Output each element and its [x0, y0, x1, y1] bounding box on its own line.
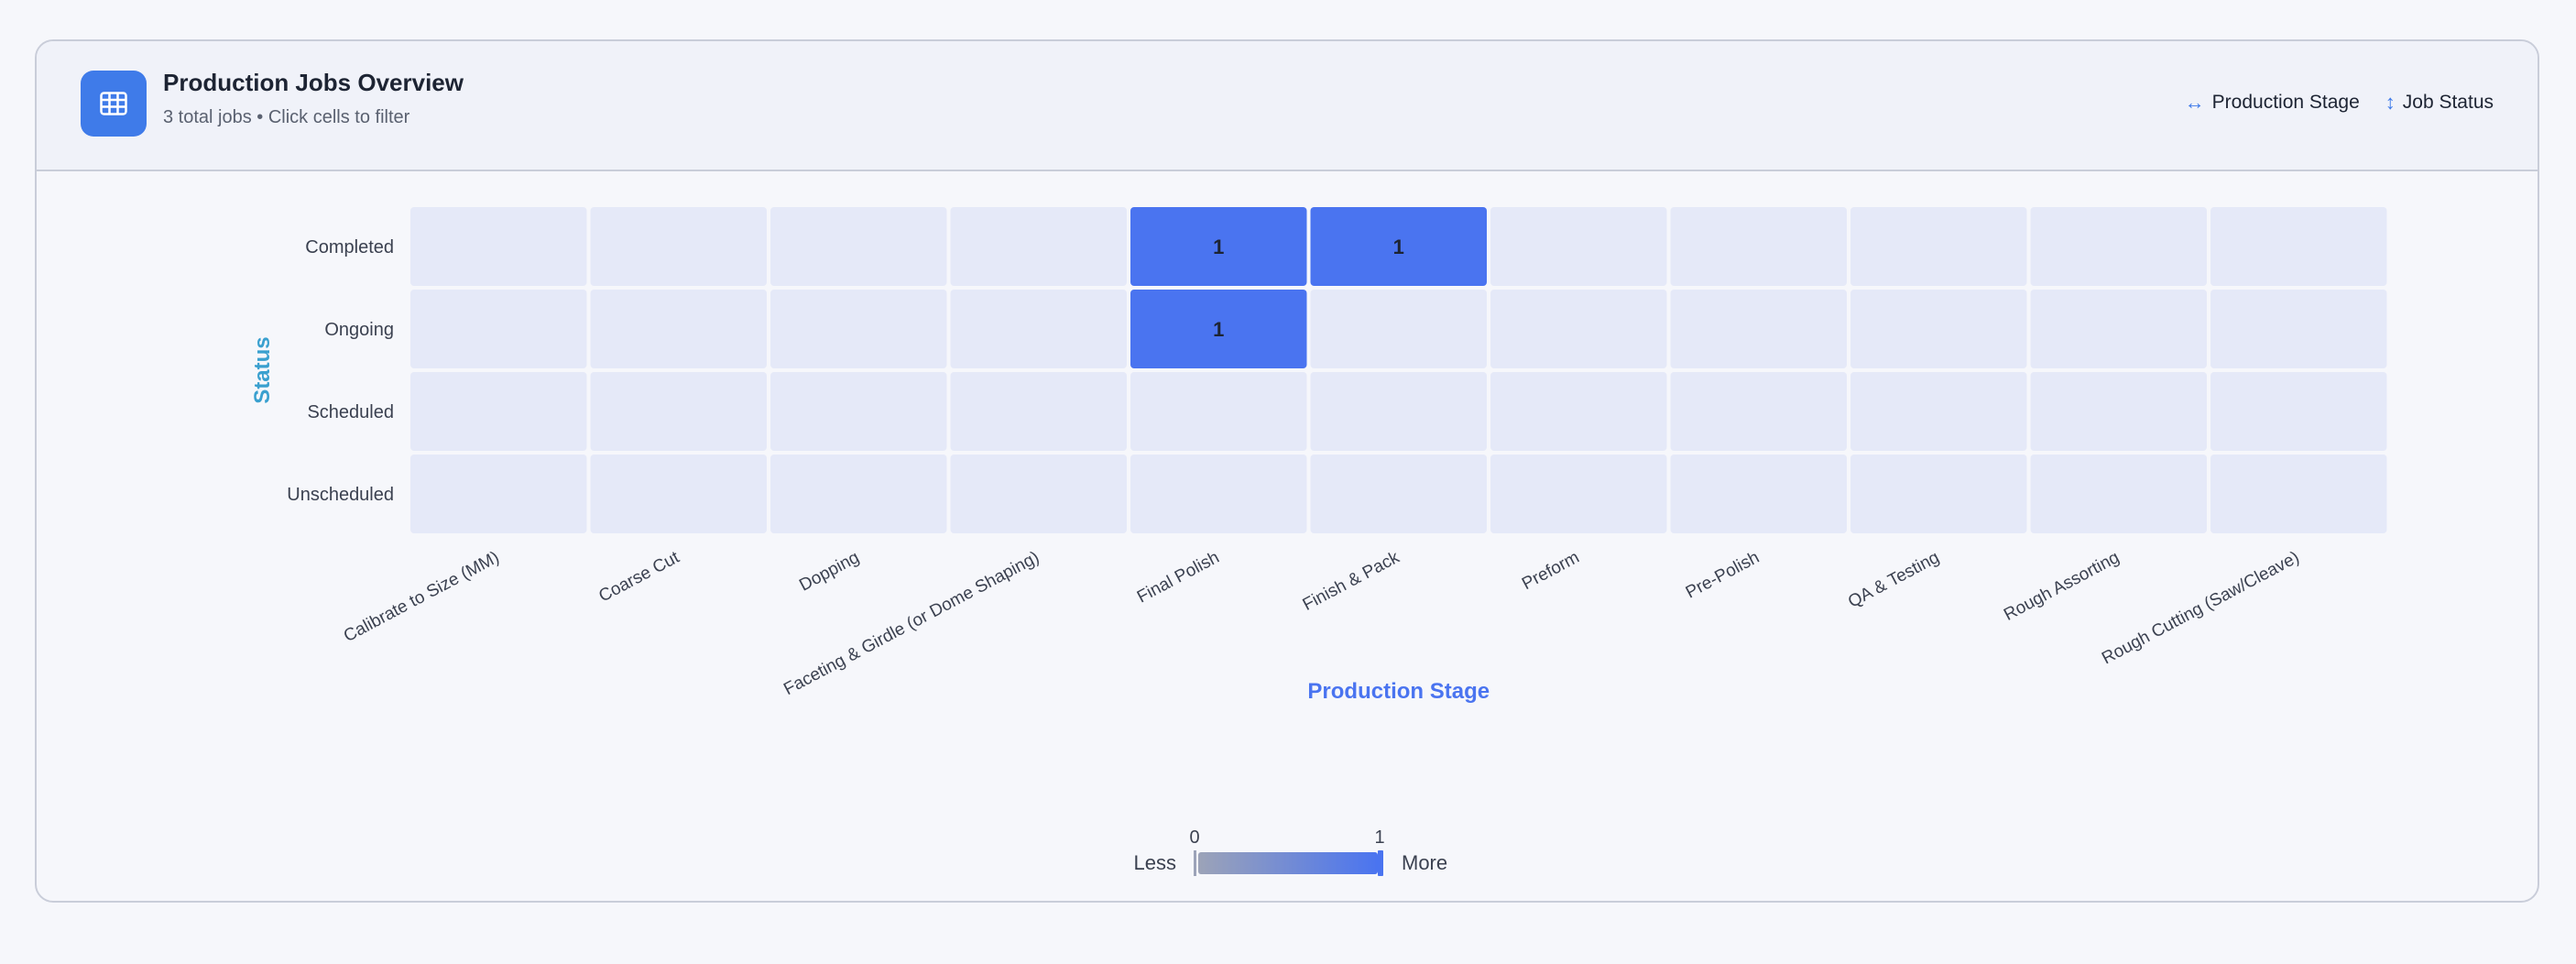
x-tick-label: QA & Testing [1845, 548, 1943, 612]
heatmap-cell[interactable] [1670, 372, 1848, 451]
heatmap-cell[interactable] [2210, 290, 2387, 368]
color-scale-min-label: 0 [1189, 827, 1199, 848]
heatmap-cell[interactable] [590, 207, 768, 286]
heatmap-cell[interactable] [590, 455, 768, 533]
heatmap-cell[interactable] [410, 290, 587, 368]
heatmap-cell[interactable] [590, 372, 768, 451]
heatmap-cell[interactable] [2030, 290, 2208, 368]
cell-value-label: 1 [1213, 318, 1224, 341]
heatmap-cell[interactable] [1310, 290, 1488, 368]
cell-value-label: 1 [1213, 236, 1224, 258]
color-scale-min-marker [1194, 850, 1196, 876]
color-scale-max-label: 1 [1374, 827, 1384, 848]
heatmap-cell[interactable] [950, 455, 1128, 533]
heatmap-cell[interactable] [1850, 290, 2027, 368]
y-axis-title: Status [250, 336, 275, 403]
color-scale-bar [1198, 852, 1378, 874]
heatmap-cell[interactable] [1490, 455, 1667, 533]
heatmap-cell[interactable] [1670, 455, 1848, 533]
y-tick-label: Unscheduled [287, 485, 394, 505]
heatmap-cell[interactable] [1850, 455, 2027, 533]
heatmap-cell[interactable] [770, 455, 947, 533]
heatmap-cell[interactable] [1670, 207, 1848, 286]
page-title: Production Jobs Overview [163, 69, 464, 96]
x-tick-label: Rough Cutting (Saw/Cleave) [2099, 548, 2302, 669]
horizontal-arrows-icon: ↔ [2184, 91, 2205, 114]
heatmap-cell[interactable] [1850, 372, 2027, 451]
heatmap-cell[interactable] [1130, 455, 1307, 533]
vertical-arrows-icon: ↕ [2385, 91, 2396, 114]
y-tick-label: Completed [305, 237, 394, 257]
heatmap-cell[interactable] [2030, 207, 2208, 286]
heatmap-cell[interactable] [1130, 372, 1307, 451]
heatmap-cell[interactable] [410, 455, 587, 533]
heatmap-cell[interactable] [950, 290, 1128, 368]
heatmap-cell[interactable] [770, 290, 947, 368]
heatmap-cell[interactable] [2030, 455, 2208, 533]
x-axis-legend-item: ↔ Production Stage [2185, 91, 2360, 115]
color-scale-max-marker [1378, 850, 1383, 876]
heatmap-cell[interactable] [770, 372, 947, 451]
heatmap-cell[interactable] [1310, 455, 1488, 533]
axis-legend: ↔ Production Stage ↕ Job Status [2185, 91, 2494, 115]
heatmap-cell[interactable] [1490, 372, 1667, 451]
x-tick-label: Rough Assorting [2001, 548, 2123, 625]
y-axis-legend-item: ↕ Job Status [2385, 91, 2494, 115]
y-tick-label: Scheduled [307, 402, 394, 422]
heatmap-cell[interactable] [1130, 207, 1307, 286]
heatmap-cell[interactable] [1310, 207, 1488, 286]
color-scale-high-text: More [1402, 851, 1447, 874]
heatmap-cell[interactable] [950, 207, 1128, 286]
heatmap-cell[interactable] [410, 207, 587, 286]
x-tick-label: Pre-Polish [1683, 548, 1763, 603]
heatmap-cell[interactable] [2030, 372, 2208, 451]
page-subtitle: 3 total jobs • Click cells to filter [163, 107, 410, 127]
heatmap-cell[interactable] [950, 372, 1128, 451]
heatmap-cell[interactable] [590, 290, 768, 368]
y-tick-label: Ongoing [324, 320, 394, 340]
x-tick-label: Coarse Cut [595, 548, 682, 607]
heatmap-cell[interactable] [1670, 290, 1848, 368]
heatmap-cell[interactable] [1490, 290, 1667, 368]
heatmap-cell[interactable] [1490, 207, 1667, 286]
cell-value-label: 1 [1393, 236, 1404, 258]
heatmap-cell[interactable] [1130, 290, 1307, 368]
x-tick-label: Calibrate to Size (MM) [341, 548, 503, 646]
heatmap-cell[interactable] [2210, 455, 2387, 533]
x-axis-legend-label: Production Stage [2211, 92, 2360, 113]
x-tick-label: Finish & Pack [1300, 548, 1403, 615]
x-axis-title: Production Stage [1307, 679, 1490, 704]
heatmap-cell[interactable] [1850, 207, 2027, 286]
heatmap-cell[interactable] [1310, 372, 1488, 451]
color-scale-low-text: Less [1134, 851, 1176, 874]
x-tick-label: Preform [1519, 548, 1583, 594]
table-grid-icon [81, 71, 147, 137]
y-axis-legend-label: Job Status [2402, 92, 2494, 113]
heatmap-cell[interactable] [410, 372, 587, 451]
x-tick-label: Final Polish [1134, 548, 1223, 608]
card-header: Production Jobs Overview 3 total jobs • … [37, 41, 2538, 171]
x-tick-label: Dopping [796, 548, 862, 596]
heatmap-cell[interactable] [2210, 207, 2387, 286]
heatmap-cell[interactable] [2210, 372, 2387, 451]
heatmap-cell[interactable] [770, 207, 947, 286]
